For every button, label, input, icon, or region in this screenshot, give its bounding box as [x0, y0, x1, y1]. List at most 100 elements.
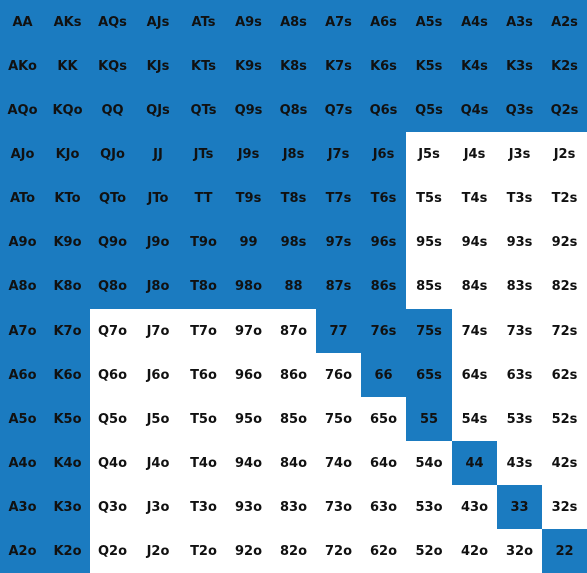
hand-cell-K6s[interactable]: K6s — [361, 44, 406, 88]
hand-cell-A8o[interactable]: A8o — [0, 264, 45, 309]
hand-cell-Q6o[interactable]: Q6o — [90, 353, 135, 397]
hand-cell-T4s[interactable]: T4s — [452, 176, 497, 220]
hand-cell-83o[interactable]: 83o — [271, 485, 316, 529]
hand-cell-42s[interactable]: 42s — [542, 441, 587, 485]
hand-cell-88[interactable]: 88 — [271, 264, 316, 309]
hand-cell-K6o[interactable]: K6o — [45, 353, 90, 397]
hand-cell-73s[interactable]: 73s — [497, 309, 542, 353]
hand-cell-86s[interactable]: 86s — [361, 264, 406, 309]
hand-cell-T4o[interactable]: T4o — [181, 441, 226, 485]
hand-cell-J3o[interactable]: J3o — [135, 485, 181, 529]
hand-cell-QJs[interactable]: QJs — [135, 88, 181, 132]
hand-cell-K3s[interactable]: K3s — [497, 44, 542, 88]
hand-cell-AQs[interactable]: AQs — [90, 0, 135, 44]
hand-cell-98s[interactable]: 98s — [271, 220, 316, 264]
hand-cell-87s[interactable]: 87s — [316, 264, 361, 309]
hand-cell-63o[interactable]: 63o — [361, 485, 406, 529]
hand-cell-K8o[interactable]: K8o — [45, 264, 90, 309]
hand-cell-T8s[interactable]: T8s — [271, 176, 316, 220]
hand-cell-92o[interactable]: 92o — [226, 529, 271, 573]
hand-cell-Q9o[interactable]: Q9o — [90, 220, 135, 264]
hand-cell-KQo[interactable]: KQo — [45, 88, 90, 132]
hand-cell-Q5o[interactable]: Q5o — [90, 397, 135, 441]
hand-cell-42o[interactable]: 42o — [452, 529, 497, 573]
hand-cell-64o[interactable]: 64o — [361, 441, 406, 485]
hand-cell-A5o[interactable]: A5o — [0, 397, 45, 441]
hand-cell-Q7o[interactable]: Q7o — [90, 309, 135, 353]
hand-cell-84o[interactable]: 84o — [271, 441, 316, 485]
hand-cell-A7s[interactable]: A7s — [316, 0, 361, 44]
hand-cell-KTs[interactable]: KTs — [181, 44, 226, 88]
hand-cell-98o[interactable]: 98o — [226, 264, 271, 309]
hand-cell-99[interactable]: 99 — [226, 220, 271, 264]
hand-cell-K4s[interactable]: K4s — [452, 44, 497, 88]
hand-cell-T7s[interactable]: T7s — [316, 176, 361, 220]
hand-cell-J8s[interactable]: J8s — [271, 132, 316, 176]
hand-cell-ATs[interactable]: ATs — [181, 0, 226, 44]
hand-cell-92s[interactable]: 92s — [542, 220, 587, 264]
hand-cell-64s[interactable]: 64s — [452, 353, 497, 397]
hand-cell-T6s[interactable]: T6s — [361, 176, 406, 220]
hand-cell-95s[interactable]: 95s — [406, 220, 452, 264]
hand-cell-J9s[interactable]: J9s — [226, 132, 271, 176]
hand-cell-75o[interactable]: 75o — [316, 397, 361, 441]
hand-cell-QQ[interactable]: QQ — [90, 88, 135, 132]
hand-cell-J3s[interactable]: J3s — [497, 132, 542, 176]
hand-cell-K7s[interactable]: K7s — [316, 44, 361, 88]
hand-cell-Q8s[interactable]: Q8s — [271, 88, 316, 132]
hand-cell-72o[interactable]: 72o — [316, 529, 361, 573]
hand-cell-KJo[interactable]: KJo — [45, 132, 90, 176]
hand-cell-54o[interactable]: 54o — [406, 441, 452, 485]
hand-cell-86o[interactable]: 86o — [271, 353, 316, 397]
hand-cell-65s[interactable]: 65s — [406, 353, 452, 397]
hand-cell-75s[interactable]: 75s — [406, 309, 452, 353]
hand-cell-A2o[interactable]: A2o — [0, 529, 45, 573]
hand-cell-A3s[interactable]: A3s — [497, 0, 542, 44]
hand-cell-K8s[interactable]: K8s — [271, 44, 316, 88]
hand-cell-A2s[interactable]: A2s — [542, 0, 587, 44]
hand-cell-KQs[interactable]: KQs — [90, 44, 135, 88]
hand-cell-62o[interactable]: 62o — [361, 529, 406, 573]
hand-cell-65o[interactable]: 65o — [361, 397, 406, 441]
hand-cell-J2s[interactable]: J2s — [542, 132, 587, 176]
hand-cell-AA[interactable]: AA — [0, 0, 45, 44]
hand-cell-Q3o[interactable]: Q3o — [90, 485, 135, 529]
hand-cell-J5s[interactable]: J5s — [406, 132, 452, 176]
hand-cell-A5s[interactable]: A5s — [406, 0, 452, 44]
hand-cell-AJo[interactable]: AJo — [0, 132, 45, 176]
hand-cell-77[interactable]: 77 — [316, 309, 361, 353]
hand-cell-66[interactable]: 66 — [361, 353, 406, 397]
hand-cell-53s[interactable]: 53s — [497, 397, 542, 441]
hand-cell-Q4o[interactable]: Q4o — [90, 441, 135, 485]
hand-cell-J8o[interactable]: J8o — [135, 264, 181, 309]
hand-cell-73o[interactable]: 73o — [316, 485, 361, 529]
hand-cell-JTo[interactable]: JTo — [135, 176, 181, 220]
hand-cell-85s[interactable]: 85s — [406, 264, 452, 309]
hand-cell-J6s[interactable]: J6s — [361, 132, 406, 176]
hand-cell-93s[interactable]: 93s — [497, 220, 542, 264]
hand-cell-KJs[interactable]: KJs — [135, 44, 181, 88]
hand-cell-KK[interactable]: KK — [45, 44, 90, 88]
hand-cell-84s[interactable]: 84s — [452, 264, 497, 309]
hand-cell-76s[interactable]: 76s — [361, 309, 406, 353]
hand-cell-AJs[interactable]: AJs — [135, 0, 181, 44]
hand-cell-74s[interactable]: 74s — [452, 309, 497, 353]
hand-cell-TT[interactable]: TT — [181, 176, 226, 220]
hand-cell-94o[interactable]: 94o — [226, 441, 271, 485]
hand-cell-T2o[interactable]: T2o — [181, 529, 226, 573]
hand-cell-Q9s[interactable]: Q9s — [226, 88, 271, 132]
hand-cell-44[interactable]: 44 — [452, 441, 497, 485]
hand-cell-55[interactable]: 55 — [406, 397, 452, 441]
hand-cell-J7o[interactable]: J7o — [135, 309, 181, 353]
hand-cell-Q7s[interactable]: Q7s — [316, 88, 361, 132]
hand-cell-T6o[interactable]: T6o — [181, 353, 226, 397]
hand-cell-52o[interactable]: 52o — [406, 529, 452, 573]
hand-cell-J5o[interactable]: J5o — [135, 397, 181, 441]
hand-cell-85o[interactable]: 85o — [271, 397, 316, 441]
hand-cell-K3o[interactable]: K3o — [45, 485, 90, 529]
hand-cell-K9s[interactable]: K9s — [226, 44, 271, 88]
hand-cell-A3o[interactable]: A3o — [0, 485, 45, 529]
hand-cell-A4o[interactable]: A4o — [0, 441, 45, 485]
hand-cell-97s[interactable]: 97s — [316, 220, 361, 264]
hand-cell-54s[interactable]: 54s — [452, 397, 497, 441]
